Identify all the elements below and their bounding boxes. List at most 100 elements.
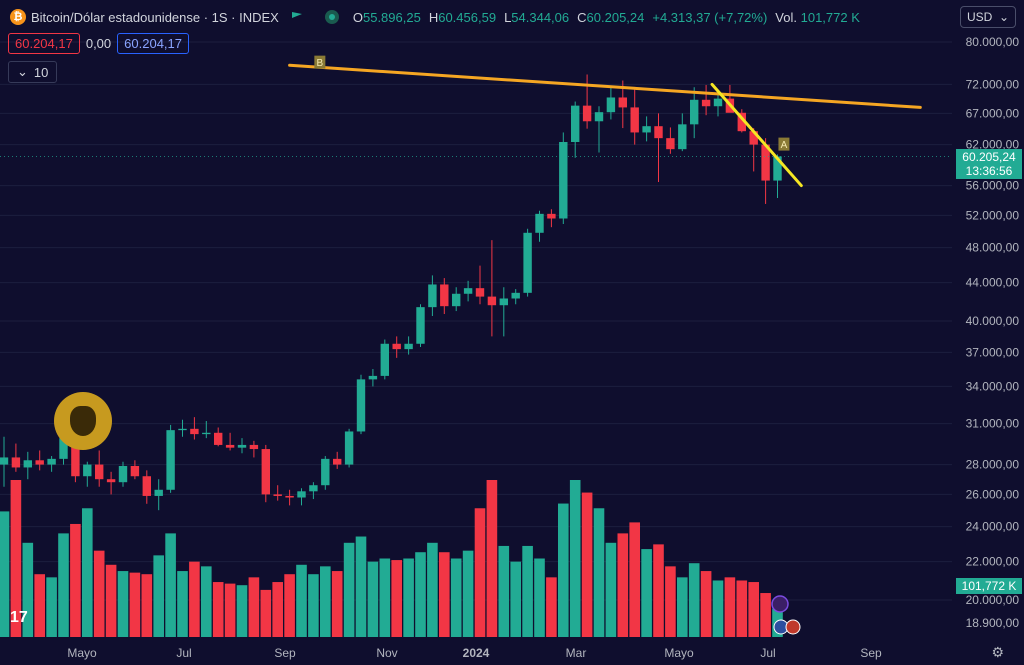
volume-bar (10, 480, 22, 637)
volume-bar (58, 533, 69, 637)
volume-bar (700, 571, 712, 637)
volume-bar (736, 580, 748, 637)
volume-bar (165, 533, 176, 637)
bitcoin-icon: ₿ (10, 9, 26, 25)
volume-bar (141, 574, 153, 637)
volume-bar (415, 552, 426, 637)
x-axis-label: Mayo (664, 646, 694, 660)
volume-bar (486, 480, 498, 637)
x-axis-label: Sep (274, 646, 296, 660)
volume-bar (284, 574, 295, 637)
candle-body (190, 428, 199, 435)
candle-body (214, 432, 223, 445)
candle-body (178, 428, 187, 431)
volume-bar (617, 533, 629, 637)
candle-body (404, 343, 413, 350)
tradingview-logo[interactable]: 17 (10, 609, 28, 626)
buy-price-button[interactable]: 60.204,17 (117, 33, 189, 54)
y-tick-label: 72.000,00 (966, 77, 1020, 91)
candle-body (606, 97, 616, 113)
y-tick-label: 26.000,00 (966, 487, 1020, 501)
candle-body (95, 464, 104, 480)
candle-body (83, 464, 92, 477)
candle-body (571, 105, 580, 143)
volume-value: 101,772 K (800, 9, 860, 25)
volume-bar (93, 550, 105, 637)
volume-bar (677, 577, 688, 637)
candle-body (344, 431, 354, 465)
candle-body (487, 296, 497, 306)
candle-body (35, 460, 44, 465)
indicator-toggle[interactable]: ⌄ 10 (8, 61, 58, 83)
volume-bar (581, 492, 593, 637)
symbol-title[interactable]: Bitcoin/Dólar estadounidense · 1S · INDE… (31, 9, 279, 25)
x-axis-label: Sep (860, 646, 882, 660)
candle-body (261, 449, 270, 495)
annotation-box (314, 55, 326, 69)
trendline-yellow (710, 82, 803, 188)
volume-bar (153, 555, 164, 637)
candle-body (273, 494, 282, 496)
x-axis-label: Nov (376, 646, 397, 660)
ohlc-values: O55.896,25 H60.456,59 L54.344,06 C60.205… (353, 10, 860, 25)
volume-bar (320, 566, 331, 637)
volume-bar (236, 585, 248, 637)
candle-body (392, 343, 401, 350)
volume-bar (593, 508, 605, 637)
candle-body (666, 138, 675, 150)
volume-bar (260, 589, 272, 637)
flag-icon[interactable] (291, 11, 303, 23)
sell-price-button[interactable]: 60.204,17 (8, 33, 80, 54)
x-axis-label: Jul (176, 646, 191, 660)
candle-body (761, 144, 770, 181)
candle-body (118, 466, 128, 483)
y-tick-label: 48.000,00 (966, 241, 1020, 255)
volume-bar (248, 577, 260, 637)
candle-body (71, 438, 80, 477)
candle-body (654, 126, 663, 139)
volume-bar (224, 583, 236, 637)
candle-body (130, 466, 140, 477)
candle-body (142, 476, 151, 496)
spread-value: 0,00 (85, 36, 112, 51)
candle-body (249, 444, 259, 450)
candle-body (642, 126, 651, 133)
candle-body (749, 131, 758, 145)
lightning-event-icon (771, 595, 789, 613)
candle-body (11, 457, 21, 468)
volume-bar (641, 549, 652, 637)
candle-body (237, 444, 247, 448)
settings-gear-icon[interactable]: ⚙ (991, 644, 1004, 660)
volume-bar (34, 574, 45, 637)
chart-header: ₿ Bitcoin/Dólar estadounidense · 1S · IN… (10, 6, 860, 28)
volume-bar (665, 566, 676, 637)
horse-icon (70, 406, 96, 436)
volume-bar (379, 558, 391, 637)
candle-body (701, 99, 711, 107)
candle-body (428, 284, 437, 308)
volume-bar (605, 542, 617, 637)
open-value: 55.896,25 (362, 9, 421, 25)
volume-bar (177, 571, 188, 637)
volume-bar (70, 523, 81, 637)
candle-body (594, 112, 604, 122)
market-status-icon[interactable] (324, 10, 339, 24)
volume-tag: 101,772 K (956, 578, 1022, 594)
candle-body (463, 288, 473, 294)
candle-body (535, 213, 544, 233)
annotation-label: B (317, 58, 324, 69)
volume-bar (129, 572, 141, 637)
low-value: 54.344,06 (511, 9, 570, 25)
candle-body (368, 375, 378, 380)
volume-bar (450, 558, 462, 637)
volume-bar (403, 558, 414, 637)
candle-body (309, 485, 318, 492)
candle-body (547, 213, 556, 219)
y-tick-label: 56.000,00 (966, 179, 1020, 193)
high-key: H (428, 9, 439, 25)
candle-body (713, 98, 723, 107)
candle-body (582, 105, 592, 122)
candle-body (618, 97, 627, 108)
currency-select[interactable]: USD ⌄ (960, 6, 1016, 28)
